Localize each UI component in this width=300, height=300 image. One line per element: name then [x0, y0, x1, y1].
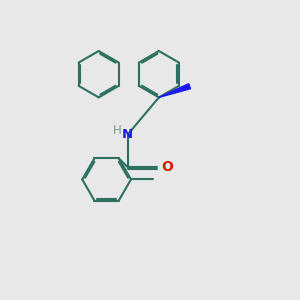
Text: H: H	[113, 124, 122, 137]
Text: N: N	[122, 128, 133, 141]
Text: O: O	[161, 160, 173, 174]
Polygon shape	[159, 84, 190, 98]
